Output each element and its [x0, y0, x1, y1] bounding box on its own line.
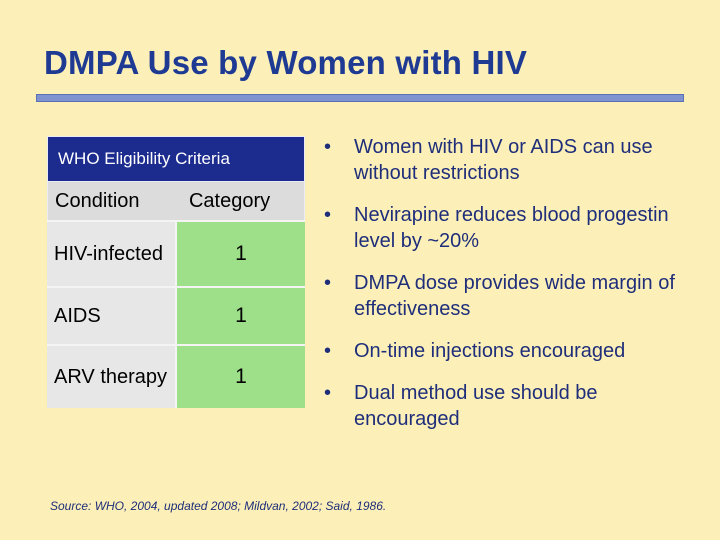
bullet-dot-icon: • [324, 272, 332, 294]
column-header-category: Category [188, 189, 271, 212]
condition-cell: AIDS [47, 288, 175, 344]
table-row: HIV-infected 1 [47, 220, 305, 286]
bullet-dot-icon: • [324, 204, 332, 226]
category-cell: 1 [175, 222, 305, 286]
bullet-item: • Dual method use should be encouraged [320, 380, 700, 432]
source-citation: Source: WHO, 2004, updated 2008; Mildvan… [50, 499, 387, 513]
bullet-item: • DMPA dose provides wide margin of effe… [320, 270, 700, 322]
table-row: ARV therapy 1 [47, 344, 305, 408]
bullet-text: Dual method use should be encouraged [354, 382, 598, 430]
table-header: WHO Eligibility Criteria [47, 136, 305, 182]
table-column-headers: Condition Category [47, 182, 305, 220]
bullet-text: On-time injections encouraged [354, 340, 626, 362]
condition-cell: HIV-infected [47, 222, 175, 286]
bullet-dot-icon: • [324, 340, 332, 362]
bullet-item: • Nevirapine reduces blood progestin lev… [320, 202, 700, 254]
column-header-condition: Condition [55, 189, 140, 212]
category-cell: 1 [175, 288, 305, 344]
slide-title: DMPA Use by Women with HIV [44, 44, 528, 81]
bullet-item: • Women with HIV or AIDS can use without… [320, 134, 700, 186]
bullet-dot-icon: • [324, 136, 332, 158]
eligibility-table: WHO Eligibility Criteria Condition Categ… [47, 136, 305, 408]
title-divider [36, 94, 684, 102]
table-row: AIDS 1 [47, 286, 305, 344]
bullet-text: DMPA dose provides wide margin of effect… [354, 272, 675, 320]
bullet-text: Women with HIV or AIDS can use without r… [354, 136, 653, 184]
bullet-list: • Women with HIV or AIDS can use without… [320, 134, 700, 448]
category-cell: 1 [175, 346, 305, 408]
bullet-dot-icon: • [324, 382, 332, 404]
bullet-item: • On-time injections encouraged [320, 338, 700, 364]
condition-cell: ARV therapy [47, 346, 175, 408]
bullet-text: Nevirapine reduces blood progestin level… [354, 204, 669, 252]
